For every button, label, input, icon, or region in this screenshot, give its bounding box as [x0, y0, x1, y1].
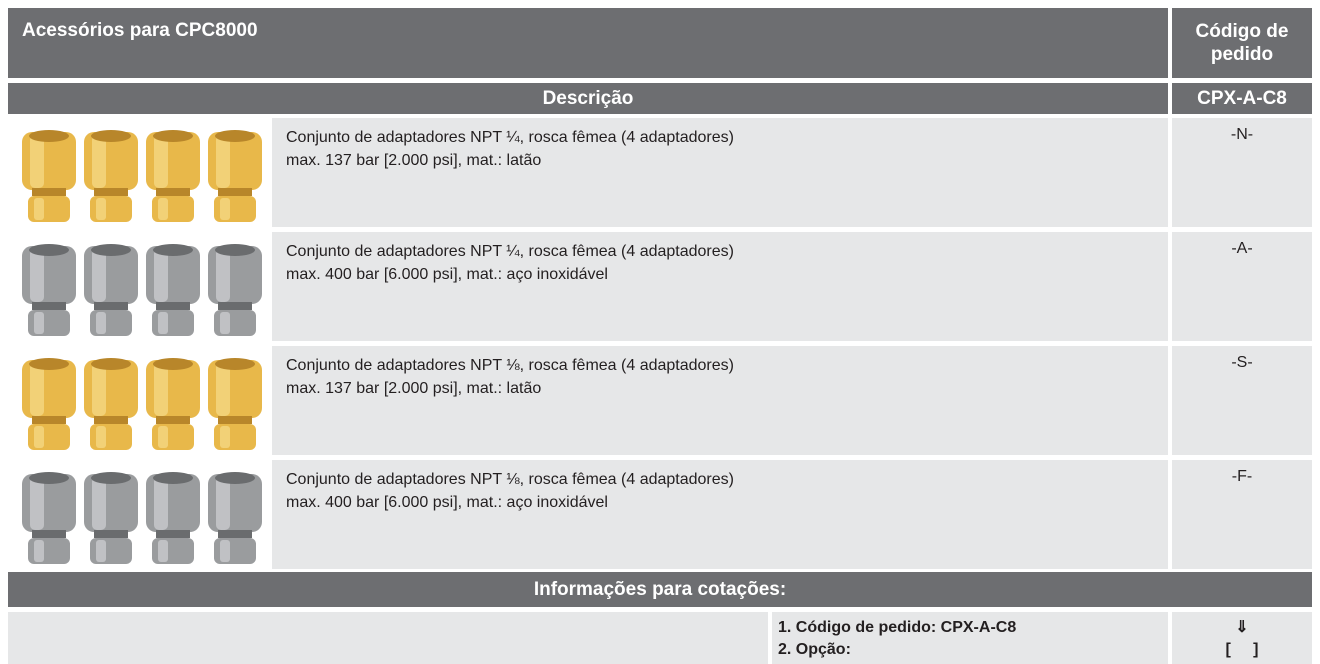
order-code: -N- — [1172, 118, 1312, 227]
description-line: max. 400 bar [6.000 psi], mat.: aço inox… — [286, 494, 608, 511]
adapters — [22, 130, 262, 222]
description: Conjunto de adaptadores NPT ⅛, rosca fêm… — [272, 346, 1168, 455]
description-line: max. 400 bar [6.000 psi], mat.: aço inox… — [286, 266, 608, 283]
order-code: -F- — [1172, 460, 1312, 569]
quote-arrow: ⇓ — [1235, 619, 1249, 636]
description-line: Conjunto de adaptadores NPT ⅛, rosca fêm… — [286, 471, 734, 488]
order-code: -A- — [1172, 232, 1312, 341]
quote-items: 1. Código de pedido: CPX-A-C8 2. Opção: — [772, 612, 1168, 664]
quote-code: ⇓ [ ] — [1172, 612, 1312, 664]
order-code: -S- — [1172, 346, 1312, 455]
quote-bracket: [ ] — [1225, 641, 1259, 658]
header-title: Acessórios para CPC8000 — [8, 8, 1168, 78]
description-line: Conjunto de adaptadores NPT ¼, rosca fêm… — [286, 243, 734, 260]
quote-title: Informações para cotações: — [8, 572, 1312, 607]
adapter-image — [8, 346, 268, 455]
header-code-label: Código de pedido — [1172, 8, 1312, 78]
description: Conjunto de adaptadores NPT ⅛, rosca fêm… — [272, 460, 1168, 569]
quote-empty — [8, 612, 768, 664]
quote-item: 1. Código de pedido: CPX-A-C8 — [778, 619, 1017, 636]
adapters — [22, 472, 262, 564]
adapters — [22, 358, 262, 450]
description-line: max. 137 bar [2.000 psi], mat.: latão — [286, 380, 542, 397]
description: Conjunto de adaptadores NPT ¼, rosca fêm… — [272, 232, 1168, 341]
adapter-image — [8, 460, 268, 569]
subheader-code: CPX-A-C8 — [1172, 83, 1312, 114]
description: Conjunto de adaptadores NPT ¼, rosca fêm… — [272, 118, 1168, 227]
description-line: Conjunto de adaptadores NPT ¼, rosca fêm… — [286, 129, 734, 146]
quote-item: 2. Opção: — [778, 641, 851, 658]
description-line: max. 137 bar [2.000 psi], mat.: latão — [286, 152, 542, 169]
adapters — [22, 244, 262, 336]
description-label: Descrição — [8, 83, 1168, 114]
adapter-image — [8, 232, 268, 341]
description-line: Conjunto de adaptadores NPT ⅛, rosca fêm… — [286, 357, 734, 374]
adapter-image — [8, 118, 268, 227]
